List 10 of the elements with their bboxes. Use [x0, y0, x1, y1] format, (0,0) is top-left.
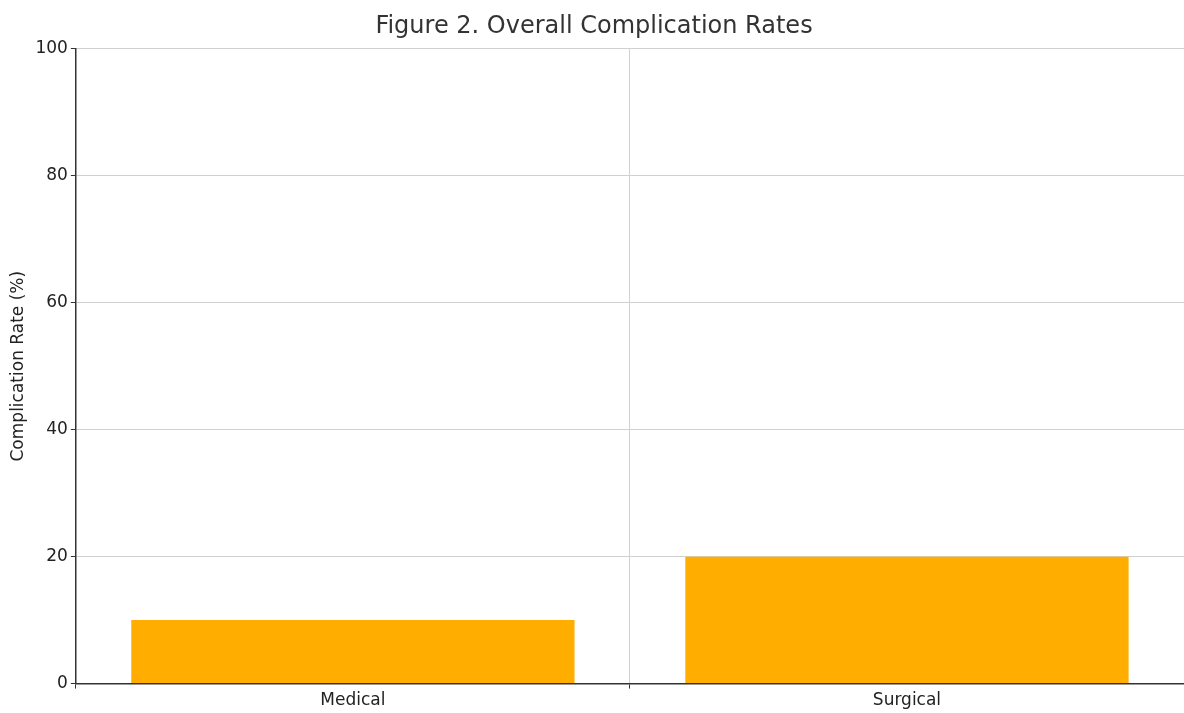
y-tick-label: 60	[46, 291, 68, 312]
y-tick-label: 40	[46, 418, 68, 439]
y-tick-label: 80	[46, 164, 68, 185]
chart-title: Figure 2. Overall Complication Rates	[375, 10, 813, 39]
x-tick-label: Medical	[320, 689, 386, 710]
y-tick-label: 20	[46, 545, 68, 566]
x-tick-label: Surgical	[872, 689, 942, 710]
y-tick-label: 100	[35, 37, 68, 58]
y-axis-title: Complication Rate (%)	[6, 270, 27, 462]
y-tick-label: 0	[57, 672, 68, 693]
